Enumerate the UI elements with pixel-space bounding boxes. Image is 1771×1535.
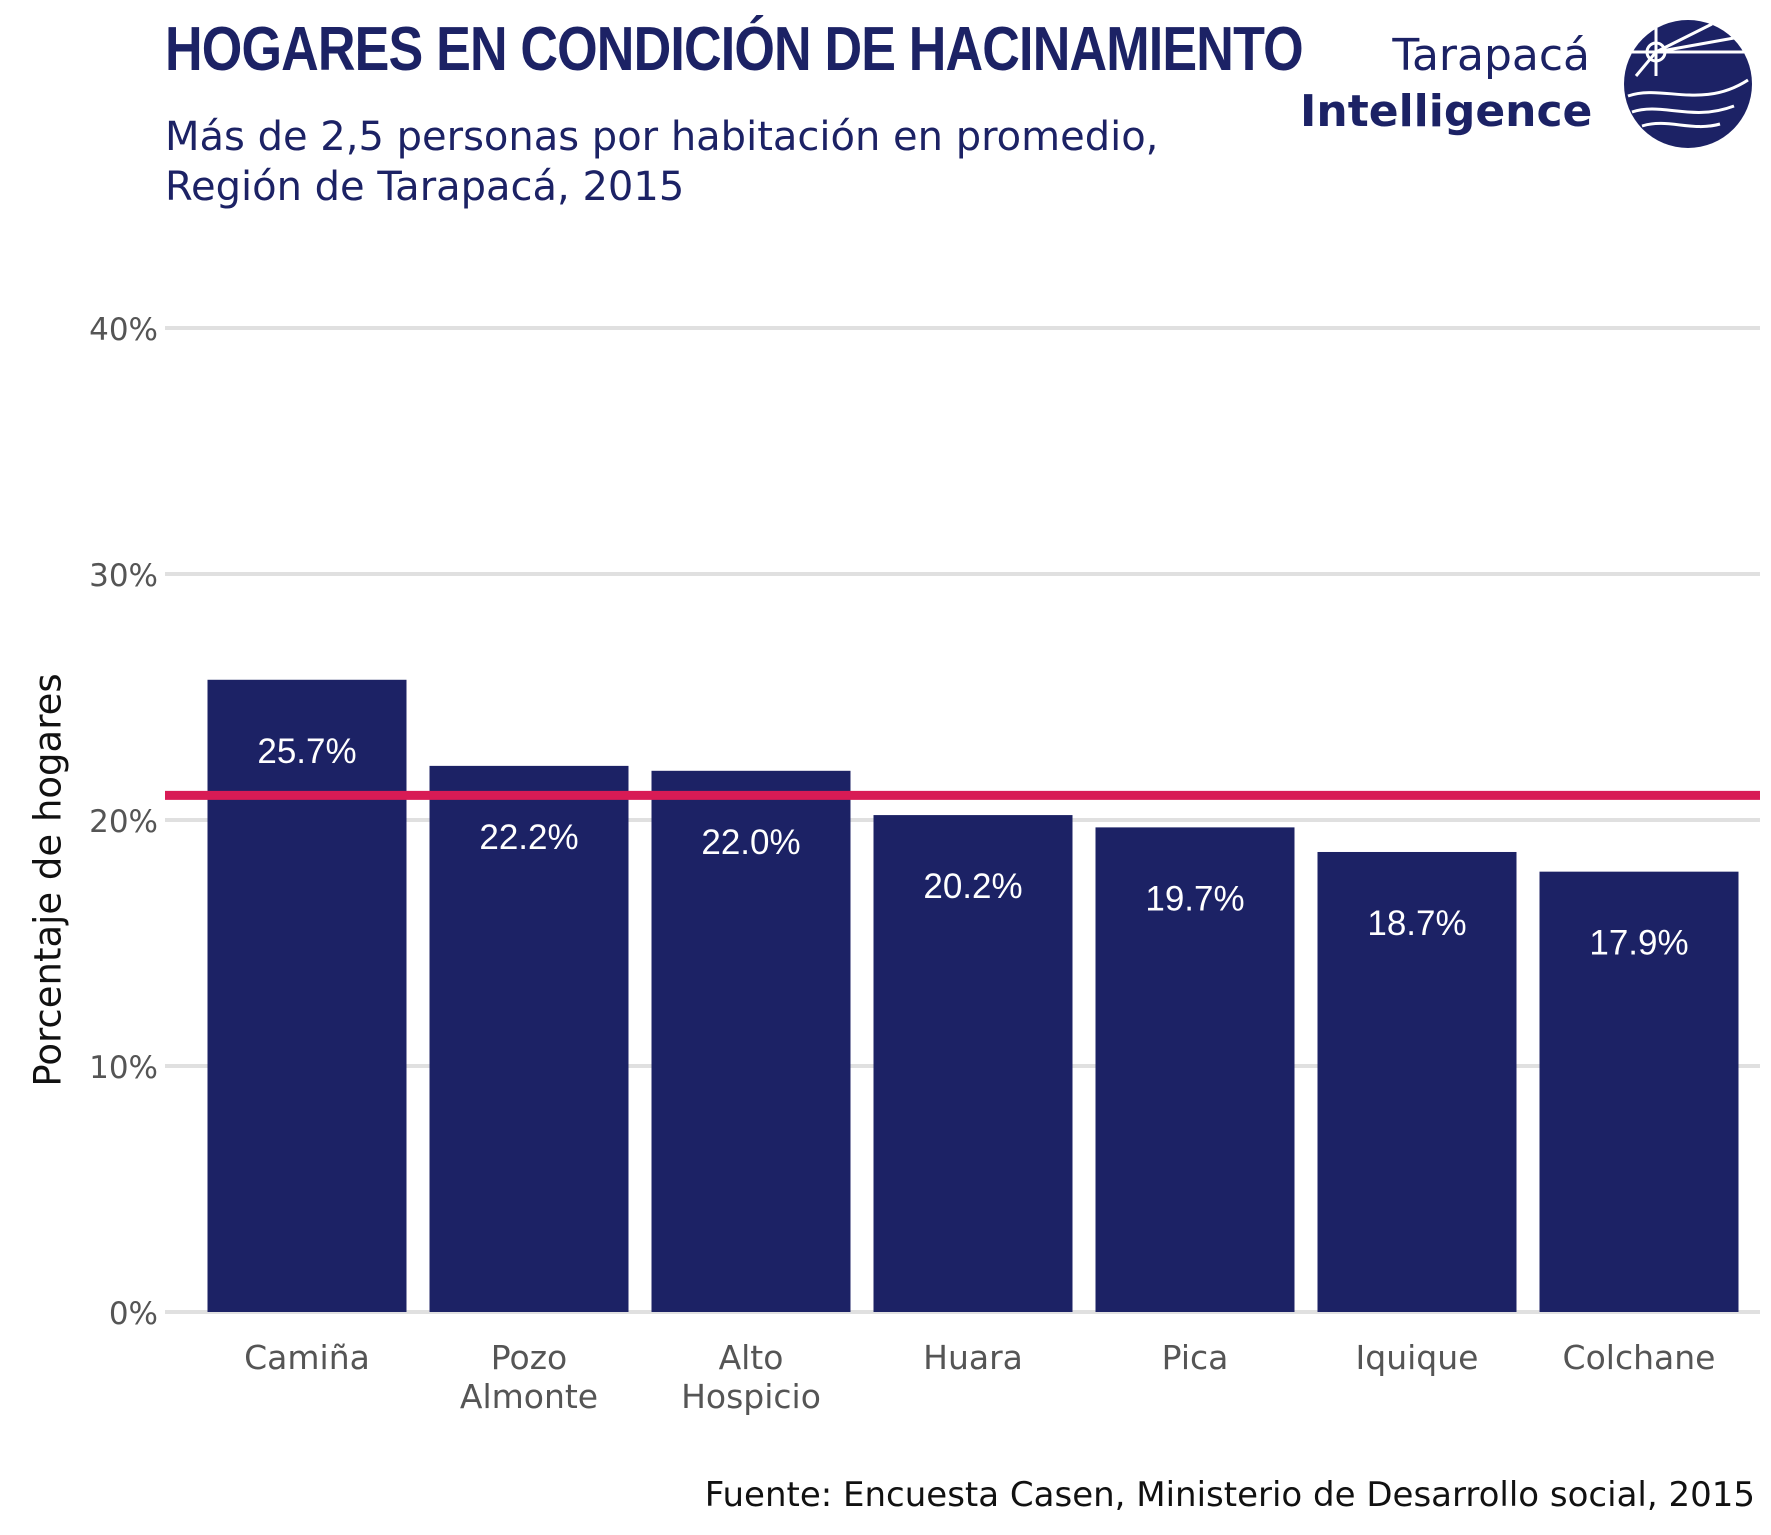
bar-value-label: 19.7% <box>1145 879 1244 918</box>
y-tick-label: 20% <box>89 804 158 840</box>
x-tick-label: Huara <box>923 1338 1023 1377</box>
logo-wordmark: Tarapacá Intelligence <box>1300 28 1593 140</box>
bars <box>207 679 1739 1312</box>
logo-line-1: Tarapacá <box>1392 30 1590 81</box>
source-note: Fuente: Encuesta Casen, Ministerio de De… <box>704 1475 1755 1515</box>
bar-huara <box>873 815 1073 1312</box>
x-tick-label: Colchane <box>1563 1338 1716 1377</box>
chart-title: HOGARES EN CONDICIÓN DE HACINAMIENTO <box>165 15 1304 84</box>
bar-colchane <box>1539 871 1739 1312</box>
y-tick-label: 10% <box>89 1050 158 1086</box>
y-axis-label: Porcentaje de hogares <box>26 673 70 1087</box>
y-tick-label: 0% <box>109 1296 158 1332</box>
x-tick-label: Pozo Almonte <box>460 1338 598 1416</box>
y-tick-label: 40% <box>89 312 158 348</box>
chart-subtitle: Más de 2,5 personas por habitación en pr… <box>165 112 1315 212</box>
subtitle-line-2: Región de Tarapacá, 2015 <box>165 164 685 210</box>
bar-value-label: 22.0% <box>701 823 800 862</box>
x-tick-label: Pica <box>1162 1338 1229 1377</box>
bar-value-label: 25.7% <box>257 732 356 771</box>
x-tick-label: Iquique <box>1356 1338 1479 1377</box>
bar-value-label: 18.7% <box>1367 904 1466 943</box>
subtitle-line-1: Más de 2,5 personas por habitación en pr… <box>165 114 1159 160</box>
bar-camiña <box>207 679 407 1312</box>
bar-alto-hospicio <box>651 770 851 1312</box>
x-tick-label: Camiña <box>244 1338 370 1377</box>
bar-pozo-almonte <box>429 765 629 1312</box>
y-tick-labels: 0% 10% 20% 30% 40% <box>89 312 158 1332</box>
globe-compass-icon <box>1624 20 1752 148</box>
bar-value-label: 20.2% <box>923 867 1022 906</box>
bar-value-label: 17.9% <box>1589 924 1688 963</box>
y-tick-label: 30% <box>89 558 158 594</box>
bar-iquique <box>1317 851 1517 1312</box>
bar-value-label: 22.2% <box>479 818 578 857</box>
logo-line-2: Intelligence <box>1300 86 1593 137</box>
x-tick-labels: Camiña Pozo Almonte Alto Hospicio Huara Pica Iq… <box>244 1338 1715 1416</box>
bar-value-labels: 25.7% 22.2% 22.0% 20.2% 19.7% 18.7% 17.9% <box>257 732 1688 963</box>
x-tick-label: Alto Hospicio <box>681 1338 821 1416</box>
bar-pica <box>1095 827 1295 1312</box>
